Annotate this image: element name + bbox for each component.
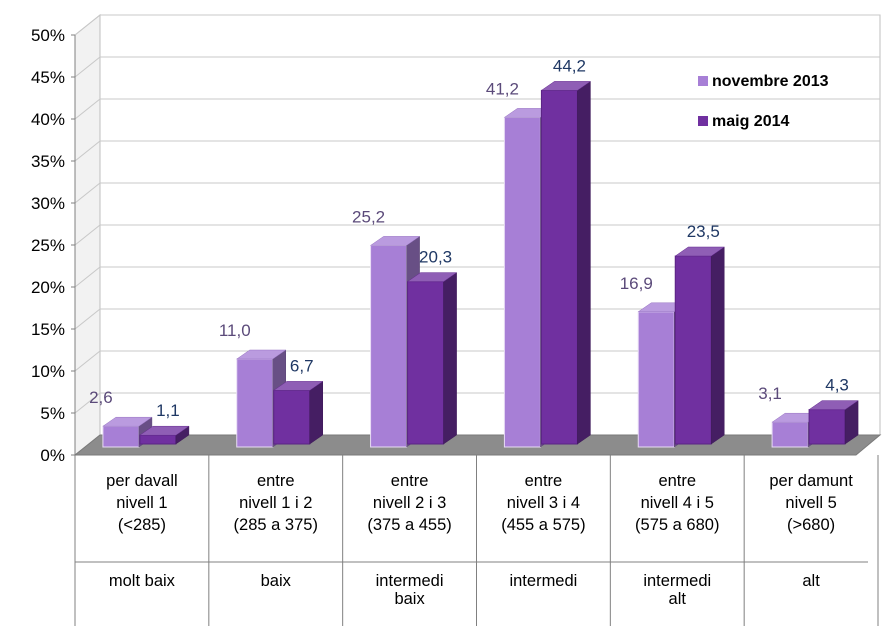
- data-label: 44,2: [553, 56, 586, 75]
- category-level-label: intermedi: [376, 572, 444, 590]
- legend-label: novembre 2013: [712, 73, 829, 90]
- category-level-label: baix: [394, 590, 425, 608]
- category-label: nivell 1 i 2: [239, 494, 312, 512]
- gridline-side: [74, 140, 101, 162]
- y-tick-label: 50%: [31, 26, 65, 45]
- gridline-side: [74, 98, 101, 120]
- bars: [102, 80, 859, 448]
- category-label: per damunt: [769, 472, 853, 490]
- category-label: (375 a 455): [367, 516, 451, 534]
- category-label: (285 a 375): [234, 516, 318, 534]
- bar-side-2: [309, 380, 323, 445]
- data-label: 23,5: [687, 222, 720, 241]
- category-label: (>680): [787, 516, 835, 534]
- bar-top-1: [369, 236, 421, 246]
- bar-top-2: [540, 81, 592, 91]
- gridline-side: [74, 56, 101, 78]
- data-label: 3,1: [758, 384, 782, 403]
- category-level-label: intermedi: [643, 572, 711, 590]
- bar-2: [808, 409, 846, 445]
- bar-top-2: [406, 272, 458, 282]
- data-label: 4,3: [825, 376, 849, 395]
- y-tick-label: 40%: [31, 110, 65, 129]
- category-level-label: molt baix: [109, 572, 176, 590]
- gridline-side: [74, 266, 101, 288]
- category-label: (575 a 680): [635, 516, 719, 534]
- y-tick-label: 30%: [31, 194, 65, 213]
- category-label: nivell 5: [785, 494, 836, 512]
- data-label: 16,9: [620, 274, 653, 293]
- data-label: 20,3: [419, 248, 452, 267]
- category-level-label: alt: [802, 572, 820, 590]
- legend: novembre 2013 maig 2014: [698, 73, 829, 130]
- y-tick-label: 35%: [31, 152, 65, 171]
- gridlines: [74, 14, 880, 414]
- gridline-side: [74, 392, 101, 414]
- bar-top-2: [139, 425, 190, 436]
- category-label: nivell 1: [116, 494, 167, 512]
- gridline-side: [74, 182, 101, 204]
- category-label: entre: [658, 472, 696, 490]
- y-tick-label: 25%: [31, 236, 65, 255]
- chart-floor: [73, 434, 882, 456]
- floor: [73, 434, 882, 456]
- bar-2: [407, 281, 445, 445]
- y-tick-label: 5%: [40, 404, 65, 423]
- bar-2: [540, 89, 578, 445]
- legend-swatch: [698, 116, 708, 126]
- category-level-label: alt: [669, 590, 687, 608]
- y-tick-label: 15%: [31, 320, 65, 339]
- y-tick-label: 0%: [40, 446, 65, 465]
- gridline-side: [74, 224, 101, 246]
- bar-top-2: [808, 400, 859, 410]
- y-tick-label: 20%: [31, 278, 65, 297]
- data-label: 6,7: [290, 356, 314, 375]
- category-label: (455 a 575): [501, 516, 585, 534]
- data-label: 2,6: [89, 388, 113, 407]
- category-label: entre: [257, 472, 295, 490]
- bar-1: [503, 116, 541, 448]
- category-label: nivell 3 i 4: [507, 494, 580, 512]
- category-label: entre: [525, 472, 563, 490]
- data-label: 11,0: [219, 321, 251, 340]
- bar-top-2: [272, 381, 324, 391]
- category-label: nivell 2 i 3: [373, 494, 446, 512]
- gridline-side: [74, 350, 101, 372]
- category-label: entre: [391, 472, 429, 490]
- gridline-side: [74, 308, 101, 330]
- data-label: 1,1: [156, 401, 180, 420]
- data-labels: 2,6 1,1 11,0 6,7 25,2 20,3 41,2 44,2 16,9 23,5 3,1…: [89, 56, 849, 420]
- category-level-label: intermedi: [509, 572, 577, 590]
- legend-label: maig 2014: [712, 113, 789, 130]
- bar-top-2: [674, 246, 726, 257]
- gridline-side: [74, 14, 101, 36]
- data-label: 25,2: [352, 207, 385, 226]
- bar-side-2: [577, 80, 591, 445]
- bar-2: [273, 389, 311, 445]
- bar-side-2: [711, 246, 725, 445]
- bar-1: [102, 425, 140, 448]
- bar-side-2: [443, 272, 457, 445]
- category-label: per davall: [106, 472, 178, 490]
- category-label: nivell 4 i 5: [641, 494, 714, 512]
- bar-top-1: [102, 416, 153, 427]
- category-level-label: baix: [261, 572, 292, 590]
- bar-1: [236, 358, 274, 448]
- category-table: per davall nivell 1 (<285) molt baix entre ni…: [74, 455, 879, 626]
- bar-1: [771, 421, 809, 448]
- bar-2: [674, 255, 712, 445]
- category-label: (<285): [118, 516, 166, 534]
- y-axis: 0% 5% 10% 15% 20% 25% 30% 35% 40% 45% 50%: [31, 26, 76, 465]
- bar-2: [139, 434, 177, 445]
- bar-top-1: [235, 349, 287, 360]
- data-label: 41,2: [486, 79, 519, 98]
- bar-1: [370, 244, 408, 448]
- bar-1: [637, 311, 675, 448]
- legend-swatch: [698, 76, 708, 86]
- y-tick-label: 10%: [31, 362, 65, 381]
- y-tick-label: 45%: [31, 68, 65, 87]
